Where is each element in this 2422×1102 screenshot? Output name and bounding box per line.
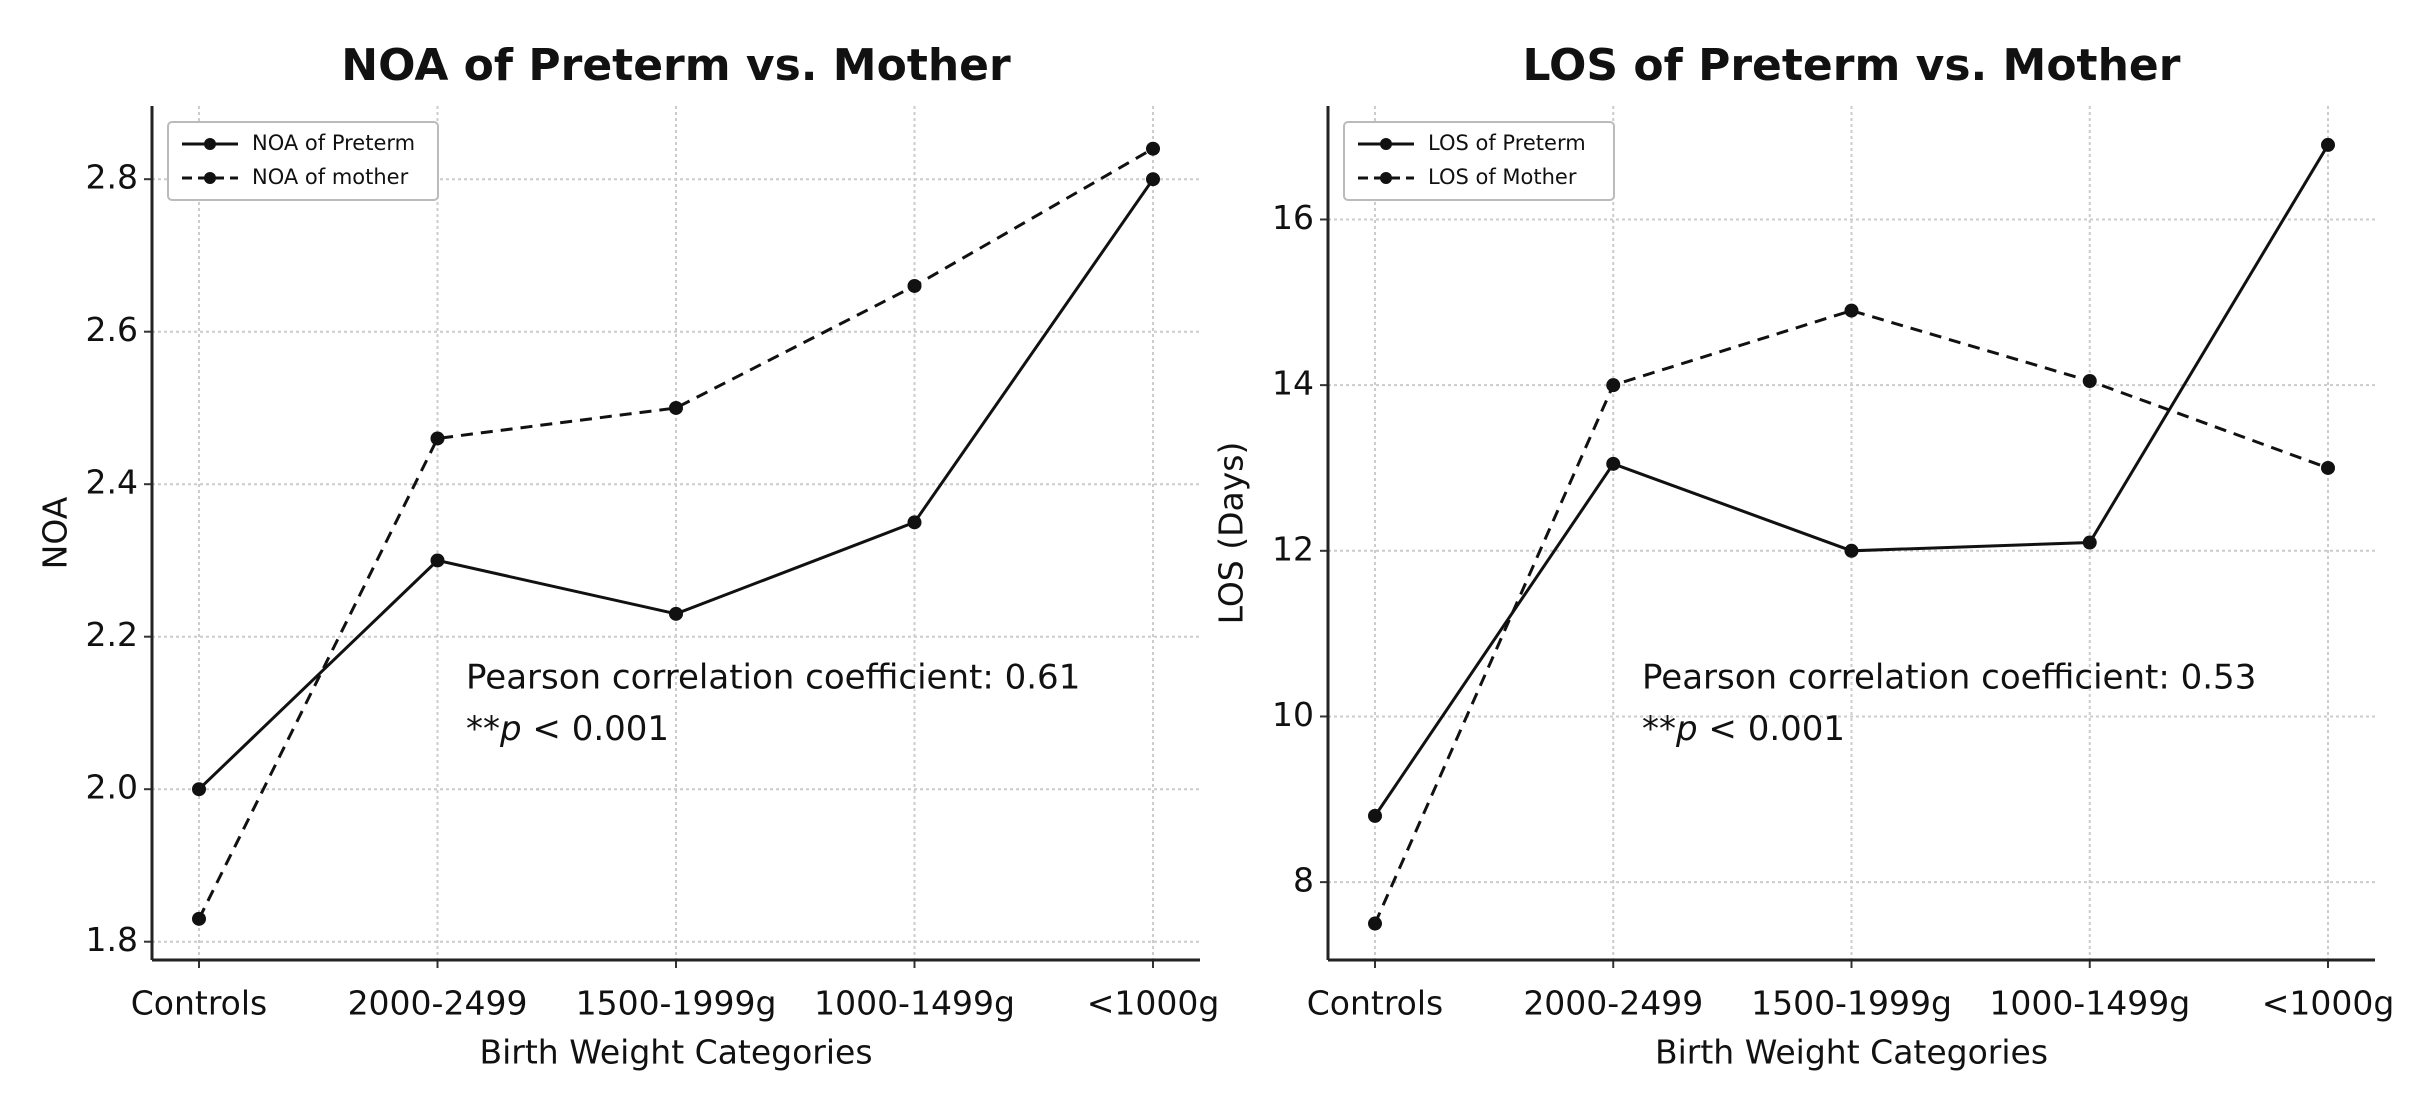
point [907,278,922,293]
x-tick-label: Controls [131,984,267,1023]
x-tick-label: Controls [1307,984,1443,1023]
y-tick-label: 1.8 [86,920,138,959]
point [669,400,683,415]
y-tick-label: 2.0 [86,768,138,807]
legend-box [167,121,439,201]
point [1146,141,1160,156]
point [2082,374,2097,389]
point [907,515,922,530]
annotation: Pearson correlation coefficient: 0.53 [1642,658,2256,698]
legend-label: NOA of mother [252,165,409,189]
legend-box [1343,121,1615,201]
legend-marker [204,138,216,150]
legend-marker [204,172,216,184]
chart-title: NOA of Preterm vs. Mother [341,40,1011,91]
chart-panel: NOA of Preterm vs. Mother 1.8 2.0 2.2 2.4 2.6… [36,40,1220,1072]
annotation-prefix: ** [466,709,500,749]
point [192,782,206,797]
y-tick-label: 2.8 [86,158,138,197]
x-tick-label: <1000g [1087,984,1220,1023]
x-tick-label: 2000-2499 [1523,984,1703,1023]
point [1844,543,1859,558]
annotation-italic: p [499,709,522,749]
legend-label: LOS of Preterm [1428,131,1586,155]
annotation: Pearson correlation coefficient: 0.61 [466,658,1080,698]
point [2082,535,2097,550]
x-axis-label: Birth Weight Categories [1655,1033,2048,1072]
annotation-italic: p [1675,709,1698,749]
x-tick-label: 1000-1499g [1989,984,2190,1023]
y-tick-label: 16 [1272,198,1314,237]
y-axis-label: LOS (Days) [1212,442,1251,625]
y-tick-label: 2.2 [86,615,138,654]
legend-label: NOA of Preterm [252,131,415,155]
y-tick-label: 10 [1272,695,1314,734]
point [1606,456,1621,471]
x-axis-label: Birth Weight Categories [479,1033,872,1072]
legend-marker [1380,138,1392,150]
y-tick-label: 14 [1272,364,1314,403]
point [1146,172,1160,187]
annotation-p: **p < 0.001 [466,709,669,749]
annotation-p: **p < 0.001 [1642,709,1845,749]
y-tick-label: 2.6 [86,310,138,349]
y-tick-label: 2.4 [86,463,138,502]
point [1368,916,1382,931]
point [669,606,683,621]
legend-label: LOS of Mother [1428,165,1577,189]
x-tick-label: 1000-1499g [814,984,1015,1023]
y-tick-label: 12 [1272,529,1314,568]
annotation-suffix: < 0.001 [522,709,669,749]
point [430,431,445,446]
x-tick-label: 1500-1999g [576,984,777,1023]
annotation-suffix: < 0.001 [1698,709,1845,749]
y-tick-label: 8 [1293,861,1314,900]
chart-title: LOS of Preterm vs. Mother [1523,40,2181,91]
point [2321,137,2335,152]
y-axis-label: NOA [36,496,75,569]
chart-panel: LOS of Preterm vs. Mother 8 10 12 14 16 Contro… [1212,40,2395,1072]
x-tick-label: 1500-1999g [1751,984,1952,1023]
x-tick-label: <1000g [2262,984,2395,1023]
x-tick-label: 2000-2499 [348,984,528,1023]
legend-marker [1380,172,1392,184]
point [430,553,445,568]
point [1368,808,1382,823]
point [2321,460,2335,475]
point [192,911,206,926]
annotation-prefix: ** [1642,709,1676,749]
point [1606,378,1621,393]
series-line [1373,309,2329,925]
point [1844,303,1859,318]
